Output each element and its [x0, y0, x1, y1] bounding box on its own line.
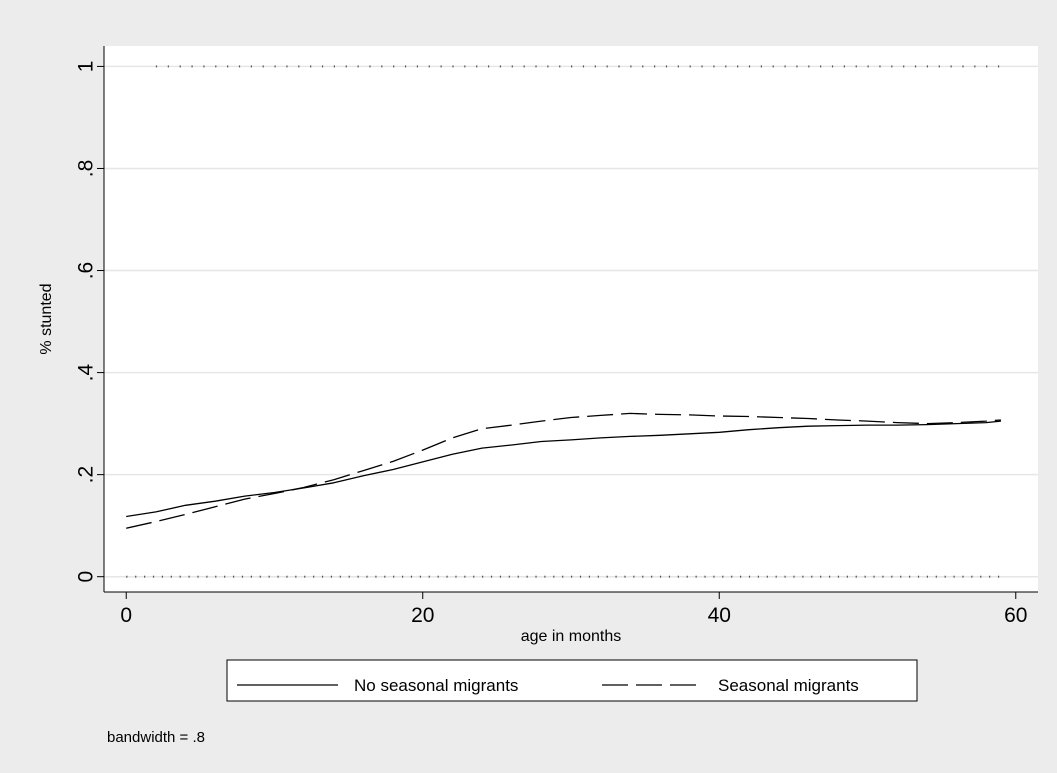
plot-area-background: [104, 46, 1038, 592]
series-line-no-seasonal-migrants: [126, 420, 1001, 518]
y-tick-label-5: 1: [74, 61, 97, 73]
plot-area: [103, 46, 1038, 593]
x-axis-ticks: 0 20 40 60: [120, 592, 1027, 627]
y-tick-label-1: .2: [74, 466, 97, 484]
series-line-seasonal-migrants: [126, 412, 1001, 529]
y-tick-label-4: .8: [74, 160, 97, 178]
y-tick-label-3: .6: [74, 262, 97, 280]
y-tick-label-2: .4: [74, 364, 97, 382]
series-lines: [126, 412, 1001, 529]
x-tick-label-2: 40: [708, 604, 731, 627]
legend-label-no-seasonal-migrants: No seasonal migrants: [354, 676, 518, 695]
y-axis-title: % stunted: [38, 283, 55, 354]
y-tick-label-0: 0: [74, 571, 97, 583]
x-axis-title: age in months: [521, 628, 622, 645]
x-tick-label-1: 20: [411, 604, 434, 627]
rug-marks: [126, 65, 1000, 578]
legend-box: [226, 659, 918, 702]
bandwidth-note: bandwidth = .8: [107, 729, 205, 746]
legend: No seasonal migrants Seasonal migrants: [226, 659, 918, 702]
x-tick-label-0: 0: [120, 604, 132, 627]
x-tick-label-3: 60: [1004, 604, 1027, 627]
legend-label-seasonal-migrants: Seasonal migrants: [718, 676, 859, 695]
y-axis-ticks: 0 .2 .4 .6 .8 1: [74, 61, 104, 583]
